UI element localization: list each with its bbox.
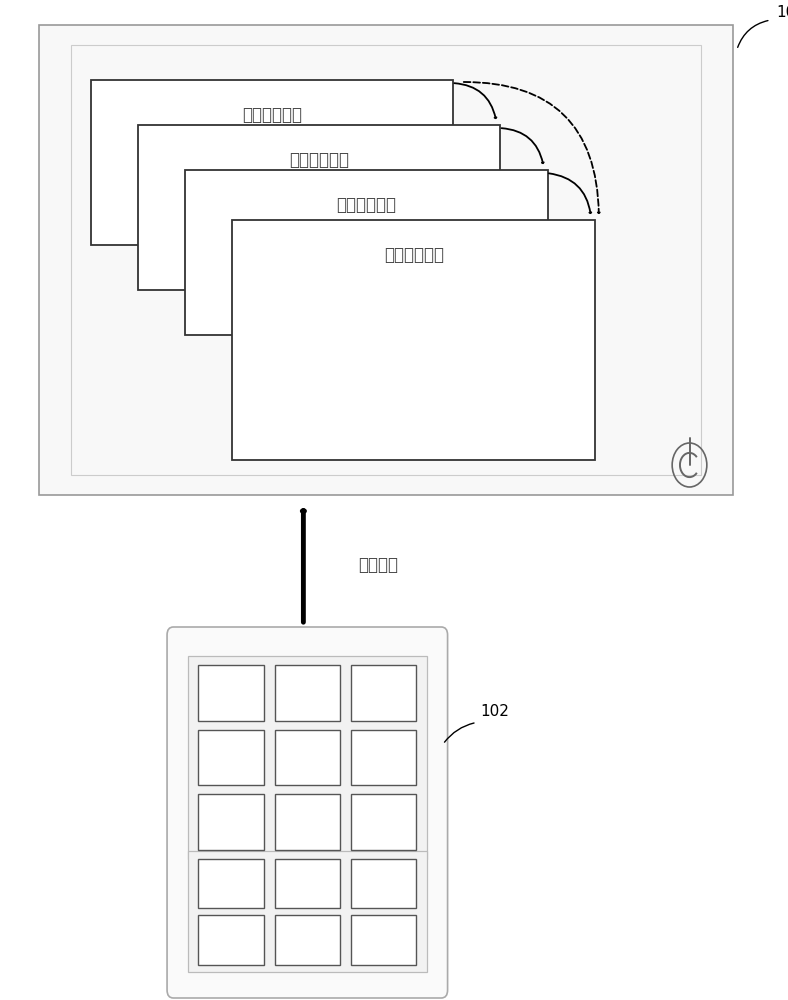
Bar bbox=[274, 915, 340, 965]
Bar bbox=[138, 125, 500, 290]
Bar bbox=[71, 45, 701, 475]
Bar bbox=[199, 915, 264, 965]
Text: 第二层级页面: 第二层级页面 bbox=[289, 151, 349, 169]
Bar bbox=[351, 915, 416, 965]
Text: 第四层级页面: 第四层级页面 bbox=[384, 246, 444, 264]
Bar bbox=[91, 80, 453, 245]
Bar bbox=[199, 730, 264, 785]
Text: 第三层级页面: 第三层级页面 bbox=[336, 196, 396, 214]
Bar bbox=[274, 730, 340, 785]
Bar bbox=[351, 730, 416, 785]
Bar bbox=[274, 665, 340, 721]
Text: 101: 101 bbox=[776, 5, 788, 20]
Bar bbox=[274, 794, 340, 850]
Text: 控制指令: 控制指令 bbox=[359, 556, 399, 574]
Bar bbox=[185, 170, 548, 335]
Bar bbox=[351, 665, 416, 721]
Bar bbox=[39, 25, 733, 495]
Bar bbox=[351, 859, 416, 908]
Bar bbox=[188, 656, 427, 859]
Text: 102: 102 bbox=[481, 704, 510, 719]
Bar bbox=[199, 665, 264, 721]
Text: 第一层级页面: 第一层级页面 bbox=[242, 106, 302, 124]
Bar bbox=[188, 851, 427, 972]
Bar bbox=[232, 220, 595, 460]
Text: 遥控器: 遥控器 bbox=[290, 656, 325, 675]
Bar bbox=[199, 794, 264, 850]
Bar bbox=[351, 794, 416, 850]
Bar bbox=[199, 859, 264, 908]
FancyBboxPatch shape bbox=[167, 627, 448, 998]
Bar bbox=[274, 859, 340, 908]
